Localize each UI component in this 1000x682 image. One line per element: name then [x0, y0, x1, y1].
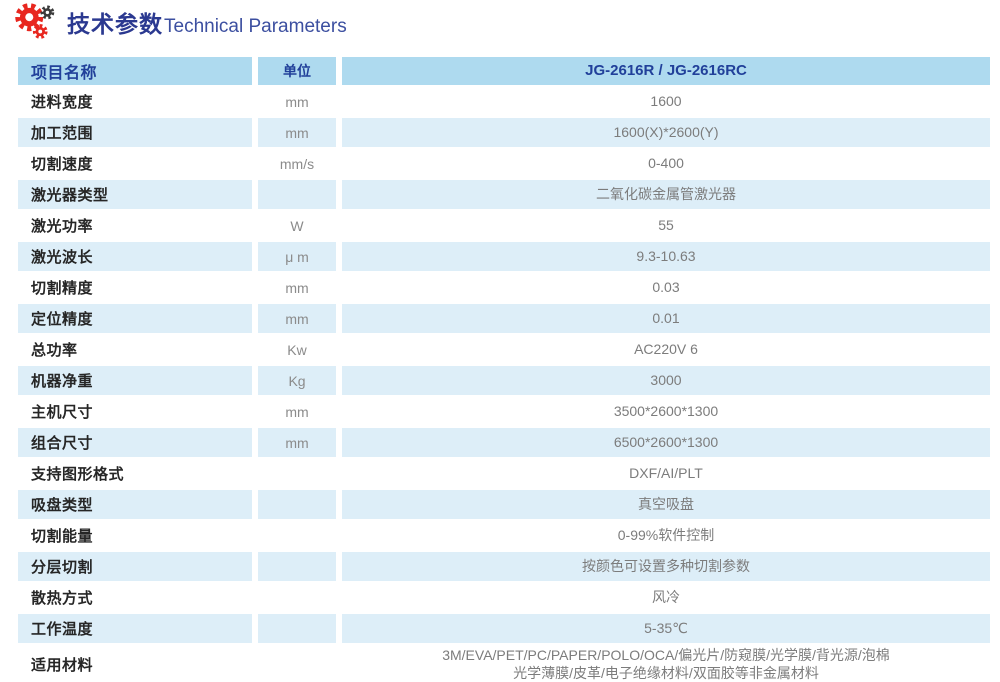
- row-item-label: 切割能量: [18, 521, 252, 550]
- header-item-name: 项目名称: [18, 57, 252, 85]
- row-unit: mm: [258, 428, 336, 457]
- row-unit: [258, 459, 336, 488]
- gears-icon: [15, 3, 55, 39]
- row-unit: [258, 645, 336, 682]
- table-row: 支持图形格式 DXF/AI/PLT: [18, 459, 990, 488]
- row-item-label: 机器净重: [18, 366, 252, 395]
- table-row: 组合尺寸 mm 6500*2600*1300: [18, 428, 990, 457]
- row-value: 9.3-10.63: [342, 242, 990, 271]
- table-row: 定位精度 mm 0.01: [18, 304, 990, 333]
- row-value: 3500*2600*1300: [342, 397, 990, 426]
- row-value: 3M/EVA/PET/PC/PAPER/POLO/OCA/偏光片/防窥膜/光学膜…: [342, 645, 990, 682]
- row-unit: [258, 521, 336, 550]
- row-unit: mm/s: [258, 149, 336, 178]
- table-row: 散热方式 风冷: [18, 583, 990, 612]
- row-unit: [258, 552, 336, 581]
- row-item-label: 散热方式: [18, 583, 252, 612]
- table-row: 主机尺寸 mm 3500*2600*1300: [18, 397, 990, 426]
- row-unit: [258, 180, 336, 209]
- row-unit: mm: [258, 273, 336, 302]
- row-item-label: 适用材料: [18, 645, 252, 682]
- row-value: 3000: [342, 366, 990, 395]
- row-value: AC220V 6: [342, 335, 990, 364]
- page-header: 技术参数 Technical Parameters: [0, 0, 1000, 42]
- table-row: 分层切割 按颜色可设置多种切割参数: [18, 552, 990, 581]
- header-model-name: JG-2616R / JG-2616RC: [342, 57, 990, 85]
- row-item-label: 支持图形格式: [18, 459, 252, 488]
- row-value: 1600(X)*2600(Y): [342, 118, 990, 147]
- row-unit: Kg: [258, 366, 336, 395]
- row-value: 0-99%软件控制: [342, 521, 990, 550]
- row-item-label: 激光器类型: [18, 180, 252, 209]
- row-unit: mm: [258, 304, 336, 333]
- row-item-label: 分层切割: [18, 552, 252, 581]
- table-row: 工作温度 5-35℃: [18, 614, 990, 643]
- table-row: 进料宽度 mm 1600: [18, 87, 990, 116]
- table-row: 切割能量 0-99%软件控制: [18, 521, 990, 550]
- row-value: 1600: [342, 87, 990, 116]
- table-row: 激光波长 μ m 9.3-10.63: [18, 242, 990, 271]
- row-unit: Kw: [258, 335, 336, 364]
- row-item-label: 加工范围: [18, 118, 252, 147]
- row-unit: [258, 490, 336, 519]
- row-item-label: 定位精度: [18, 304, 252, 333]
- table-body: 进料宽度 mm 1600 加工范围 mm 1600(X)*2600(Y) 切割速度 mm/s 0…: [18, 87, 990, 682]
- row-item-label: 组合尺寸: [18, 428, 252, 457]
- row-item-label: 吸盘类型: [18, 490, 252, 519]
- row-item-label: 切割精度: [18, 273, 252, 302]
- table-header-row: 项目名称 单位 JG-2616R / JG-2616RC: [18, 57, 990, 85]
- table-row: 切割速度 mm/s 0-400: [18, 149, 990, 178]
- row-unit: W: [258, 211, 336, 240]
- row-unit: mm: [258, 118, 336, 147]
- row-unit: mm: [258, 397, 336, 426]
- row-item-label: 进料宽度: [18, 87, 252, 116]
- row-value: 0.01: [342, 304, 990, 333]
- row-value: 真空吸盘: [342, 490, 990, 519]
- table-row: 切割精度 mm 0.03: [18, 273, 990, 302]
- table-row: 加工范围 mm 1600(X)*2600(Y): [18, 118, 990, 147]
- row-value: 55: [342, 211, 990, 240]
- table-row: 激光功率 W 55: [18, 211, 990, 240]
- table-row: 适用材料 3M/EVA/PET/PC/PAPER/POLO/OCA/偏光片/防窥膜…: [18, 645, 990, 682]
- row-value: 5-35℃: [342, 614, 990, 643]
- row-value: DXF/AI/PLT: [342, 459, 990, 488]
- row-value: 二氧化碳金属管激光器: [342, 180, 990, 209]
- row-unit: [258, 614, 336, 643]
- row-item-label: 主机尺寸: [18, 397, 252, 426]
- row-item-label: 激光波长: [18, 242, 252, 271]
- row-item-label: 切割速度: [18, 149, 252, 178]
- row-value: 6500*2600*1300: [342, 428, 990, 457]
- row-unit: mm: [258, 87, 336, 116]
- row-item-label: 激光功率: [18, 211, 252, 240]
- table-row: 机器净重 Kg 3000: [18, 366, 990, 395]
- page-title-zh: 技术参数: [67, 11, 163, 37]
- row-value: 0-400: [342, 149, 990, 178]
- spec-table: 项目名称 单位 JG-2616R / JG-2616RC 进料宽度 mm 1600 加…: [18, 57, 990, 682]
- row-item-label: 工作温度: [18, 614, 252, 643]
- row-value: 0.03: [342, 273, 990, 302]
- row-value: 风冷: [342, 583, 990, 612]
- row-unit: [258, 583, 336, 612]
- row-item-label: 总功率: [18, 335, 252, 364]
- table-row: 激光器类型 二氧化碳金属管激光器: [18, 180, 990, 209]
- row-value: 按颜色可设置多种切割参数: [342, 552, 990, 581]
- table-row: 吸盘类型 真空吸盘: [18, 490, 990, 519]
- row-unit: μ m: [258, 242, 336, 271]
- header-unit: 单位: [258, 57, 336, 85]
- table-row: 总功率 Kw AC220V 6: [18, 335, 990, 364]
- page-title-en: Technical Parameters: [164, 16, 347, 37]
